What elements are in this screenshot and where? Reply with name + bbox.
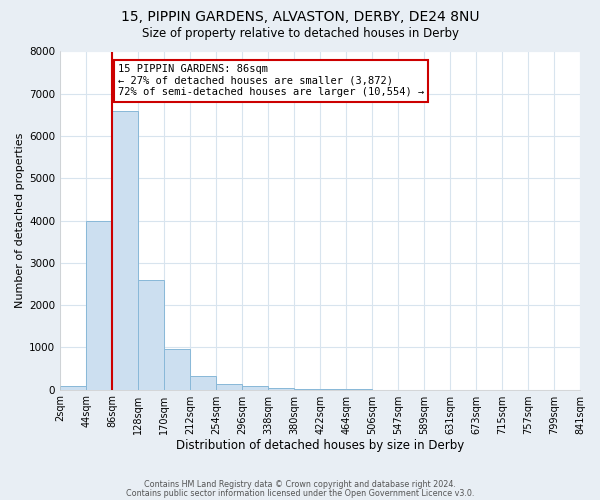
Bar (112, 110, 138, 390)
Bar (268, 388, 295, 390)
Text: Size of property relative to detached houses in Derby: Size of property relative to detached ho… (142, 28, 458, 40)
Bar (86, 220, 112, 390)
X-axis label: Distribution of detached houses by size in Derby: Distribution of detached houses by size … (176, 440, 464, 452)
Bar (295, 389, 320, 390)
Bar (242, 386, 268, 390)
Bar (190, 376, 216, 390)
Bar (60, 386, 86, 390)
Bar (138, 280, 164, 390)
Bar (216, 384, 242, 390)
Y-axis label: Number of detached properties: Number of detached properties (15, 133, 25, 308)
Bar (164, 349, 190, 390)
Text: 15, PIPPIN GARDENS, ALVASTON, DERBY, DE24 8NU: 15, PIPPIN GARDENS, ALVASTON, DERBY, DE2… (121, 10, 479, 24)
Text: Contains HM Land Registry data © Crown copyright and database right 2024.: Contains HM Land Registry data © Crown c… (144, 480, 456, 489)
Text: Contains public sector information licensed under the Open Government Licence v3: Contains public sector information licen… (126, 488, 474, 498)
Text: 15 PIPPIN GARDENS: 86sqm
← 27% of detached houses are smaller (3,872)
72% of sem: 15 PIPPIN GARDENS: 86sqm ← 27% of detach… (118, 64, 424, 98)
